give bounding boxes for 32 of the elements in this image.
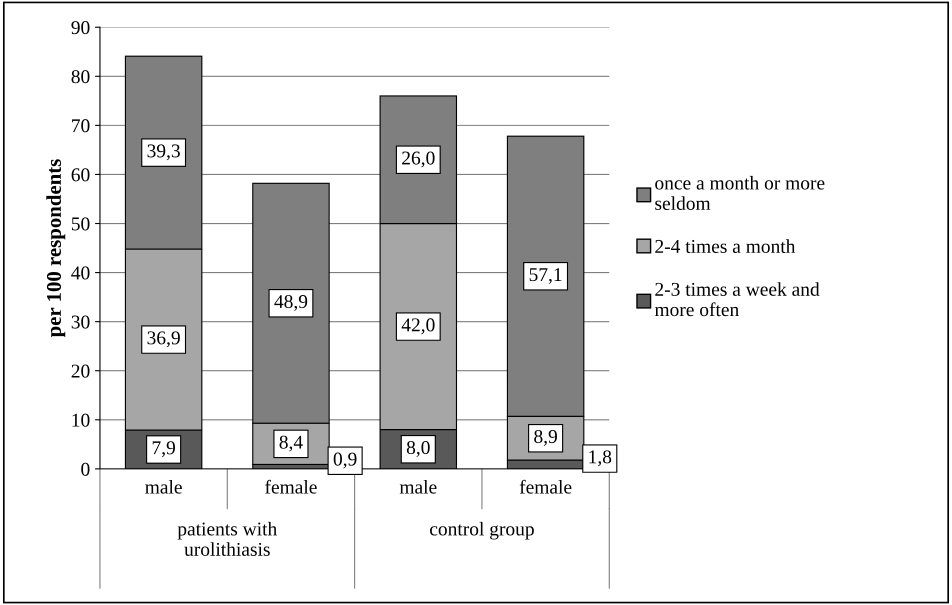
- y-tick-label: 90: [71, 21, 90, 34]
- data-label: 48,9: [274, 295, 308, 311]
- text: patients with urolithiasis: [178, 522, 277, 556]
- data-label: 42,0: [402, 318, 435, 334]
- y-axis-title: per 100 respondents: [46, 159, 66, 338]
- x-tick-label: female: [520, 480, 572, 494]
- data-label: 39,3: [148, 144, 180, 160]
- legend-label: 2-3 times a week and more often: [654, 282, 820, 316]
- x-tick-label: male: [400, 480, 437, 494]
- y-tick-label: 80: [72, 70, 90, 84]
- y-tick-label: 40: [71, 266, 90, 280]
- text: control group: [430, 522, 534, 540]
- x-tick-label: female: [265, 480, 317, 494]
- data-label: 57,1: [530, 268, 562, 284]
- data-label: 0,9: [334, 452, 356, 468]
- y-tick-label: 60: [72, 168, 90, 182]
- y-tick-label: 10: [72, 414, 90, 427]
- data-label: 1,8: [589, 450, 612, 466]
- y-tick-label: 70: [72, 119, 90, 132]
- data-label: 7,9: [152, 441, 175, 458]
- x-tick-label: male: [145, 480, 182, 494]
- y-tick-label: 20: [72, 364, 90, 378]
- data-label: 26,0: [402, 151, 435, 168]
- legend-label: once a month or more seldom: [655, 176, 824, 210]
- data-label: 8,9: [534, 430, 557, 446]
- y-tick-label: 50: [72, 217, 90, 230]
- legend-label: 2-4 times a month: [655, 239, 796, 253]
- y-tick-label: 30: [72, 315, 90, 329]
- data-label: 36,9: [148, 331, 180, 348]
- y-tick-label: 0: [81, 462, 90, 476]
- data-label: 8,4: [280, 436, 303, 452]
- data-label: 8,0: [406, 440, 430, 457]
